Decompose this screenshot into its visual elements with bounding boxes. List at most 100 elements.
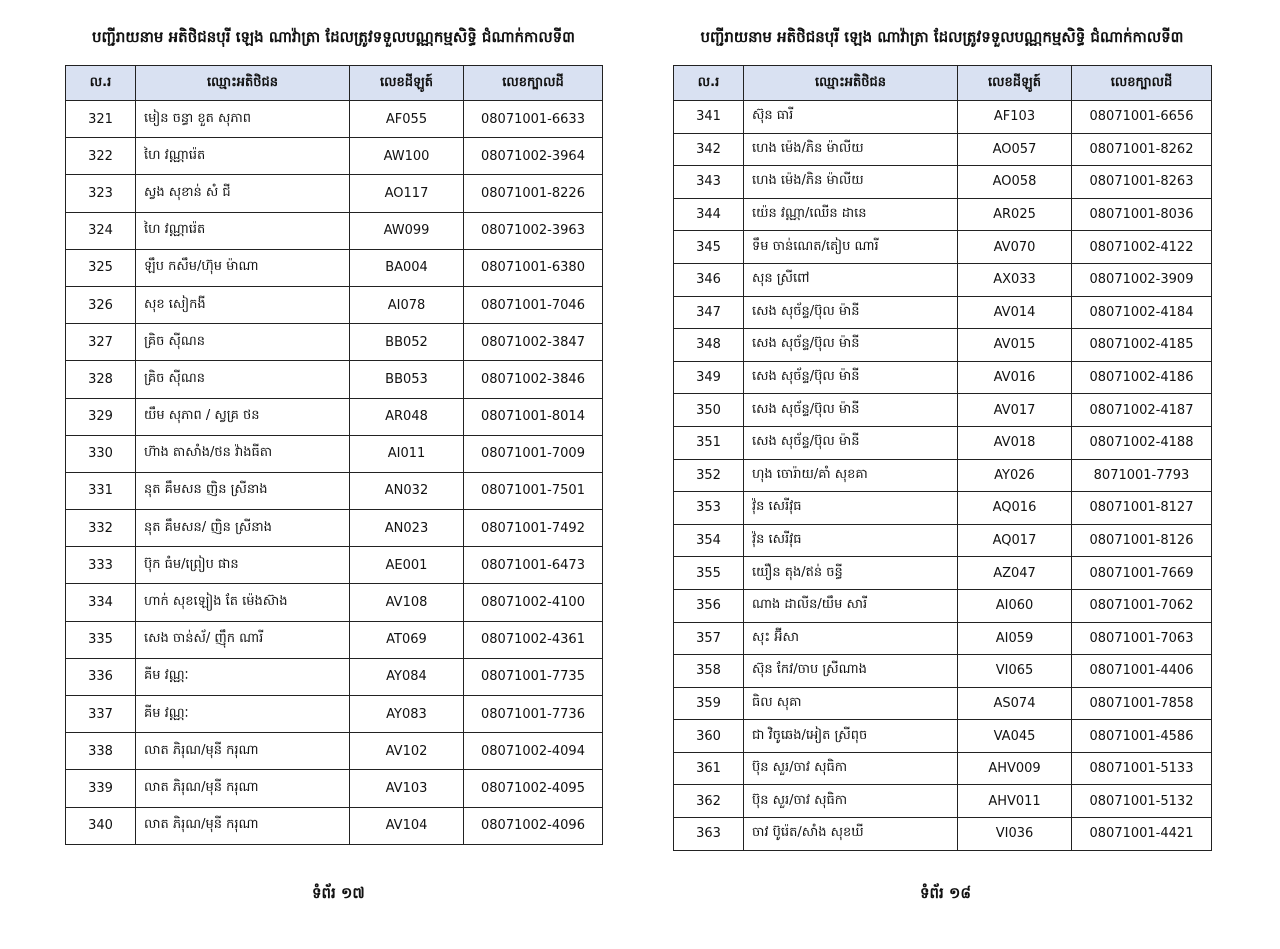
- table-row: 333 ប៊ុក ធំម/ព្រៀប ផាន AE001 08071001-6473: [65, 546, 603, 585]
- table-row: 344 យ៉េន វណ្ណា/ឈើន ដានេ AR025 08071001-8036: [673, 197, 1212, 232]
- lot-number: AHV011: [957, 784, 1072, 819]
- table-row: 337 គីម វណ្ណៈ AY083 08071001-7736: [65, 694, 603, 734]
- customer-name: យឹម សុភាព / ស្វគ្រ ថន: [135, 397, 350, 436]
- table-row: 352 ហុង ចោរ៉ាយ/គាំ សុខគា AY026 8071001-7793: [673, 458, 1212, 493]
- lot-number: AT069: [349, 620, 464, 659]
- header-lot-number: លេខដីឡូត៍: [957, 65, 1072, 101]
- title-number: 08071002-3964: [463, 137, 603, 176]
- title-number: 08071001-4406: [1071, 654, 1212, 688]
- title-number: 08071002-4361: [463, 620, 603, 659]
- title-number: 08071002-4187: [1071, 393, 1212, 427]
- customer-name: ជា វិចូឆេង/អៀត ស្រីពុច: [743, 719, 958, 753]
- title-number: 08071001-7009: [463, 434, 603, 473]
- table-row: 347 សេង សុច័ន្ទ/ប៊ុល ម៉ានី AV014 08071002-4…: [673, 295, 1212, 330]
- title-number: 08071002-4122: [1071, 230, 1212, 264]
- row-number: 346: [673, 262, 744, 297]
- title-number: 08071001-7858: [1071, 686, 1212, 721]
- row-number: 361: [673, 751, 744, 786]
- lot-number: AV014: [957, 295, 1072, 330]
- row-number: 352: [673, 458, 744, 493]
- header-no: ល.រ: [65, 65, 136, 101]
- title-number: 08071001-6473: [463, 546, 603, 585]
- row-number: 347: [673, 295, 744, 330]
- table-row: 328 គ្រិច ស៊ីណន BB053 08071002-3846: [65, 360, 603, 399]
- lot-number: AX033: [957, 262, 1072, 297]
- title-number: 08071002-3846: [463, 360, 603, 399]
- table-row: 340 លាត ភិរុណ/មុនី ករុណា AV104 08071002-409…: [65, 806, 603, 845]
- table-row: 356 ណាង ដាលីន/យឹម សារី AI060 08071001-7062: [673, 588, 1212, 623]
- lot-number: BB052: [349, 323, 464, 362]
- row-number: 351: [673, 425, 744, 460]
- row-number: 332: [65, 509, 136, 548]
- lot-number: AV016: [957, 360, 1072, 395]
- header-title-number: លេខក្បាលដី: [1071, 65, 1212, 101]
- row-number: 334: [65, 583, 136, 622]
- row-number: 335: [65, 620, 136, 659]
- customer-name: គ្រិច ស៊ីណន: [135, 323, 350, 362]
- customer-name: យឿន តុង/ឥន់ ចន្ធី: [743, 556, 958, 590]
- lot-number: AV015: [957, 328, 1072, 362]
- lot-number: VI036: [957, 817, 1072, 851]
- title-number: 08071002-4100: [463, 583, 603, 622]
- row-number: 353: [673, 491, 744, 525]
- title-number: 08071001-7669: [1071, 556, 1212, 590]
- customer-name: ណាង ដាលីន/យឹម សារី: [743, 588, 958, 623]
- title-number: 08071001-8014: [463, 397, 603, 436]
- lot-number: AO117: [349, 174, 464, 213]
- row-number: 333: [65, 546, 136, 585]
- row-number: 360: [673, 719, 744, 753]
- lot-number: AF055: [349, 99, 464, 139]
- customer-name: ស៊ុន កែវ/ចាប ស្រីណាង: [743, 654, 958, 688]
- customer-name: ហ៊ាង តាសាំង/ថន វ៉ាងធីតា: [135, 434, 350, 473]
- title-number: 08071001-8127: [1071, 491, 1212, 525]
- lot-number: AI059: [957, 621, 1072, 656]
- table-row: 327 គ្រិច ស៊ីណន BB052 08071002-3847: [65, 323, 603, 362]
- title-number: 08071001-8226: [463, 174, 603, 213]
- lot-number: AV103: [349, 769, 464, 808]
- table-row: 342 ហេង ម៉េង/ភិន ម៉ាលីយ AO057 08071001-8262: [673, 132, 1212, 167]
- table-row: 339 លាត ភិរុណ/មុនី ករុណា AV103 08071002-409…: [65, 769, 603, 808]
- table-row: 349 សេង សុច័ន្ទ/ប៊ុល ម៉ានី AV016 08071002-4…: [673, 360, 1212, 395]
- lot-number: AQ016: [957, 491, 1072, 525]
- title-number: 08071002-4186: [1071, 360, 1212, 395]
- title-number: 08071001-7063: [1071, 621, 1212, 656]
- table-row: 355 យឿន តុង/ឥន់ ចន្ធី AZ047 08071001-7669: [673, 556, 1212, 590]
- title-number: 08071001-4421: [1071, 817, 1212, 851]
- table-row: 336 គីម វណ្ណៈ AY084 08071001-7735: [65, 657, 603, 697]
- row-number: 355: [673, 556, 744, 590]
- title-number: 08071002-4185: [1071, 328, 1212, 362]
- customer-name: វ៉ុន សេរីវុធ: [743, 523, 958, 558]
- lot-number: AV108: [349, 583, 464, 622]
- customer-name: លាត ភិរុណ/មុនី ករុណា: [135, 806, 350, 845]
- customer-name: គីម វណ្ណៈ: [135, 694, 350, 734]
- row-number: 326: [65, 285, 136, 325]
- lot-number: VA045: [957, 719, 1072, 753]
- customer-name: ប៊ុន សួរ/ចាវ សុធិកា: [743, 751, 958, 786]
- lot-number: AO057: [957, 132, 1072, 167]
- customer-name: សេង ចាន់ស័/ ញ៉ឹក ណារី: [135, 620, 350, 659]
- table-row: 345 ទឹម ចាន់ណេត/តៀប ណារី AV070 08071002-412…: [673, 230, 1212, 264]
- customer-name: សុខ សៀកងី: [135, 285, 350, 325]
- table-row: 330 ហ៊ាង តាសាំង/ថន វ៉ាងធីតា AI011 08071001-…: [65, 434, 603, 473]
- lot-number: BA004: [349, 248, 464, 287]
- table-row: 338 លាត ភិរុណ/មុនី ករុណា AV102 08071002-409…: [65, 732, 603, 771]
- table-row: 335 សេង ចាន់ស័/ ញ៉ឹក ណារី AT069 08071002-43…: [65, 620, 603, 659]
- row-number: 328: [65, 360, 136, 399]
- table-row: 350 សេង សុច័ន្ទ/ប៊ុល ម៉ានី AV017 08071002-4…: [673, 393, 1212, 427]
- title-number: 08071001-8263: [1071, 165, 1212, 199]
- lot-number: AQ017: [957, 523, 1072, 558]
- table-row: 324 ហៃ វណ្ណារ៉េត AW099 08071002-3963: [65, 211, 603, 250]
- row-number: 354: [673, 523, 744, 558]
- title-number: 08071001-7501: [463, 471, 603, 511]
- table-row: 321 មៀន ចន្ធា ខួត សុភាព AF055 08071001-6633: [65, 99, 603, 139]
- customer-name: ហេង ម៉េង/ភិន ម៉ាលីយ: [743, 132, 958, 167]
- table-row: 332 នុត គឹមសន/ ញិន ស្រីនាង AN023 08071001-7…: [65, 509, 603, 548]
- lot-number: AR048: [349, 397, 464, 436]
- title-number: 08071001-7492: [463, 509, 603, 548]
- customer-table-page-18: ល.រ ឈ្មោះអតិថិជន លេខដីឡូត៍ លេខក្បាលដី 34…: [673, 65, 1212, 851]
- title-number: 08071002-4094: [463, 732, 603, 771]
- lot-number: AV102: [349, 732, 464, 771]
- customer-name: យ៉េន វណ្ណា/ឈើន ដានេ: [743, 197, 958, 232]
- title-number: 08071001-6380: [463, 248, 603, 287]
- row-number: 340: [65, 806, 136, 845]
